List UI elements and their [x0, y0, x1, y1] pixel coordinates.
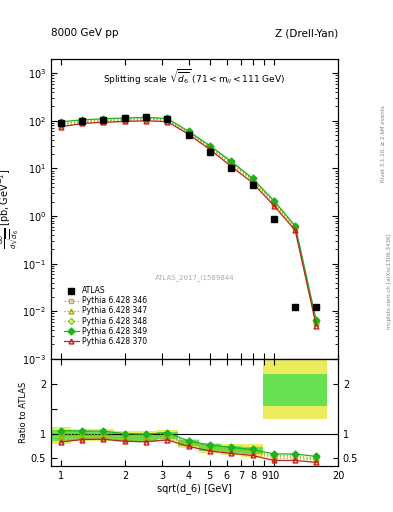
- Text: Rivet 3.1.10, ≥ 2.6M events: Rivet 3.1.10, ≥ 2.6M events: [381, 105, 386, 182]
- Text: ATLAS_2017_I1589844: ATLAS_2017_I1589844: [155, 274, 234, 281]
- Text: 8000 GeV pp: 8000 GeV pp: [51, 28, 119, 38]
- Legend: ATLAS, Pythia 6.428 346, Pythia 6.428 347, Pythia 6.428 348, Pythia 6.428 349, P: ATLAS, Pythia 6.428 346, Pythia 6.428 34…: [61, 283, 150, 349]
- Text: Splitting scale $\sqrt{\overline{d_6}}\ (71 < \mathrm{m}_{ll} < 111\ \mathrm{GeV: Splitting scale $\sqrt{\overline{d_6}}\ …: [103, 68, 286, 87]
- Y-axis label: $\frac{d\sigma}{d\sqrt{\overline{d_6}}}\ \mathrm{[pb,GeV^{-1}]}$: $\frac{d\sigma}{d\sqrt{\overline{d_6}}}\…: [0, 168, 21, 249]
- X-axis label: sqrt(d_6) [GeV]: sqrt(d_6) [GeV]: [157, 483, 232, 495]
- Y-axis label: Ratio to ATLAS: Ratio to ATLAS: [19, 382, 28, 443]
- Text: Z (Drell-Yan): Z (Drell-Yan): [275, 28, 338, 38]
- Text: mcplots.cern.ch [arXiv:1306.3436]: mcplots.cern.ch [arXiv:1306.3436]: [387, 234, 391, 329]
